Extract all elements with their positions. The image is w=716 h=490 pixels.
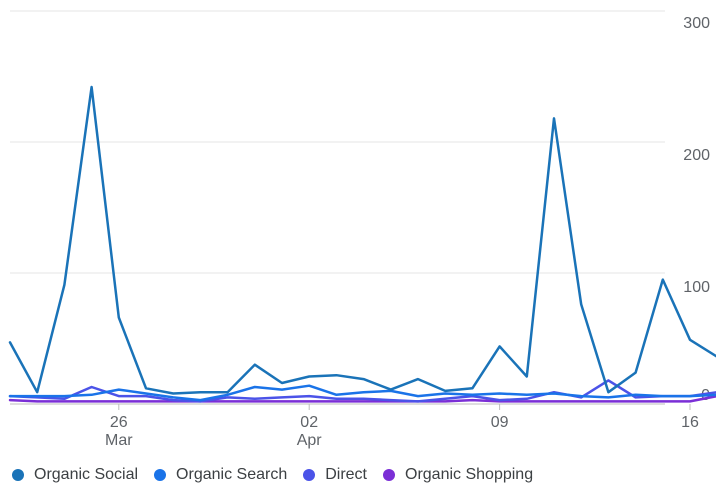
legend-dot-icon <box>12 469 24 481</box>
chart-legend: Organic Social Organic Search Direct Organi… <box>12 466 549 484</box>
x-tick-label: 09 <box>491 414 509 431</box>
legend-dot-icon <box>303 469 316 481</box>
legend-label: Organic Social <box>34 466 139 483</box>
x-tick-label: 16 <box>681 414 699 431</box>
series-lines <box>8 85 716 403</box>
series-line-organic-social[interactable] <box>8 85 716 395</box>
series-line-organic-search[interactable] <box>8 384 716 402</box>
legend-item-organic-social[interactable]: Organic Social <box>12 466 138 484</box>
gridlines <box>10 10 665 405</box>
series-line-direct[interactable] <box>8 379 716 403</box>
legend-label: Direct <box>325 466 367 483</box>
legend-item-organic-search[interactable]: Organic Search <box>154 466 287 484</box>
series-line-organic-shopping[interactable] <box>8 395 716 403</box>
y-tick-label: 100 <box>683 279 710 296</box>
legend-dot-icon <box>154 469 167 481</box>
y-tick-label: 200 <box>683 147 710 164</box>
x-tick-label: 02 <box>300 414 318 431</box>
x-tick-month-label: Apr <box>297 432 323 449</box>
legend-dot-icon <box>383 469 395 481</box>
y-tick-label: 300 <box>683 15 710 32</box>
x-tick-label: 26 <box>110 414 128 431</box>
legend-item-organic-shopping[interactable]: Organic Shopping <box>383 466 533 484</box>
legend-item-direct[interactable]: Direct <box>303 466 367 484</box>
legend-label: Organic Shopping <box>405 466 534 483</box>
x-tick-month-label: Mar <box>105 432 133 449</box>
legend-label: Organic Search <box>176 466 288 483</box>
